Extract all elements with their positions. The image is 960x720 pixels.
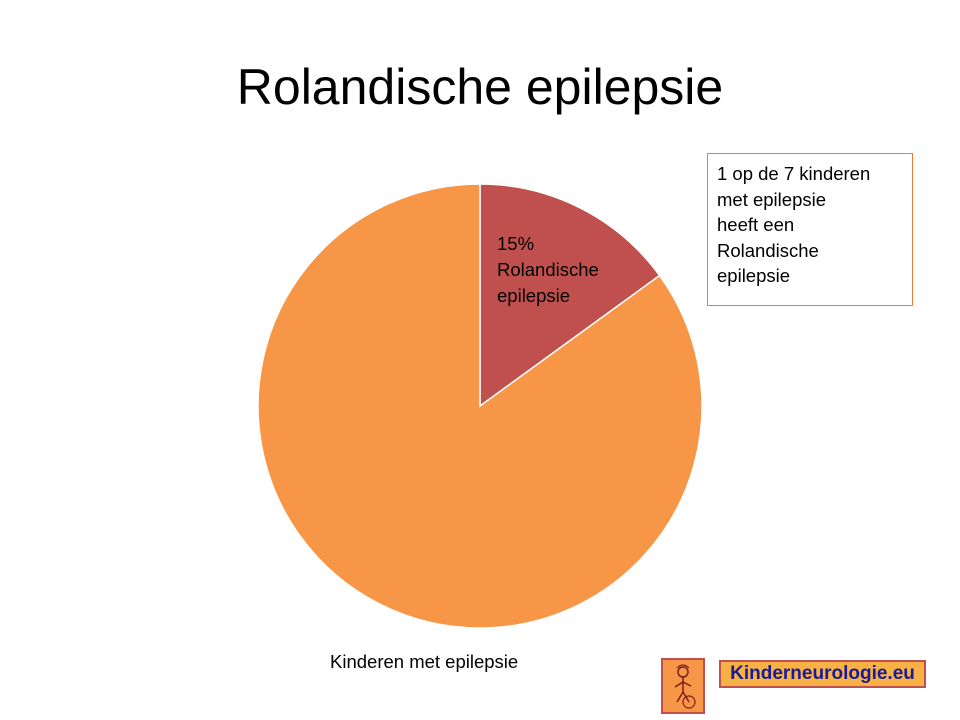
chart-caption: Kinderen met epilepsie	[330, 651, 519, 672]
annotation-line: heeft een	[717, 214, 795, 235]
annotation-line: met epilepsie	[717, 188, 827, 210]
child-figure-icon	[661, 658, 705, 714]
annotation-line: epilepsie	[717, 265, 791, 286]
annotation-line: 1 op de 7 kinderen	[717, 163, 871, 184]
annotation-line: Rolandische	[717, 239, 819, 261]
slice-data-label-percent: 15%	[497, 233, 535, 254]
slice-data-label-name: Rolandische	[497, 259, 599, 280]
slice-data-label-name-2: epilepsie	[497, 285, 571, 306]
pie-slice-1	[257, 183, 703, 629]
page-title: Rolandische epilepsie	[236, 59, 724, 115]
pie-slice-0	[479, 183, 661, 408]
slice-data-label: 15% Rolandische epilepsie	[497, 231, 647, 309]
annotation-box: 1 op de 7 kinderen met epilepsie heeft e…	[707, 153, 913, 306]
logo-text: Kinderneurologie.eu	[719, 660, 926, 688]
